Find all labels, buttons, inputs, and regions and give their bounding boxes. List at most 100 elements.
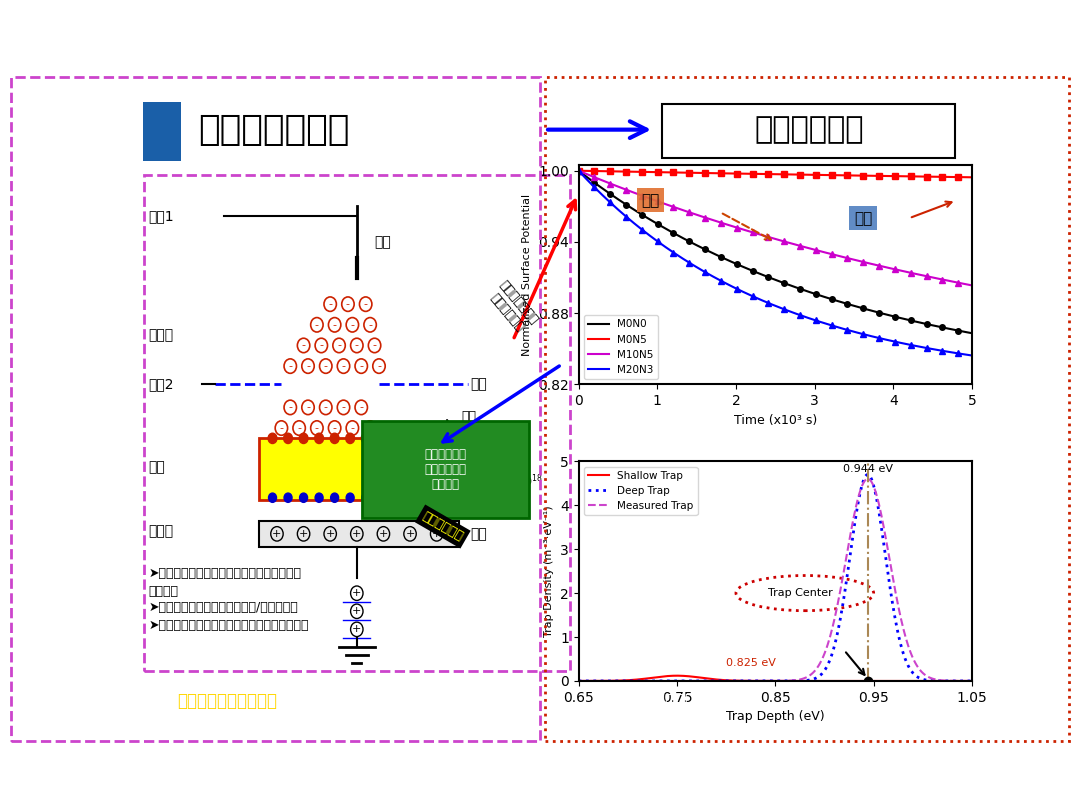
M0N5 (932, 172, 945, 181)
M10N5 (677, 206, 690, 215)
Text: -: - (377, 361, 381, 371)
M0N0 (596, 184, 609, 194)
Text: 负电荷: 负电荷 (148, 328, 174, 342)
Circle shape (438, 433, 448, 444)
Shallow Trap (957, 676, 970, 686)
Text: 地极: 地极 (470, 526, 487, 541)
Text: -: - (288, 361, 293, 371)
Text: 减慢: 减慢 (854, 211, 873, 226)
Measured Trap (761, 676, 774, 686)
Text: +: + (405, 529, 415, 539)
M0N0 (588, 178, 600, 188)
M0N0 (572, 166, 585, 176)
Text: -: - (368, 320, 373, 330)
M0N5 (966, 173, 978, 182)
Text: +: + (352, 529, 362, 539)
Text: +: + (325, 529, 335, 539)
X-axis label: Trap Depth (eV): Trap Depth (eV) (726, 710, 825, 723)
Text: -: - (360, 361, 363, 371)
Text: -: - (360, 403, 363, 412)
Circle shape (347, 493, 354, 502)
Deep Trap (957, 676, 970, 686)
Circle shape (314, 433, 324, 444)
Text: -: - (328, 299, 333, 309)
Deep Trap (761, 676, 774, 686)
Measured Trap (572, 676, 585, 686)
Text: +: + (299, 529, 308, 539)
Text: 天津大学高电压与绝缘技术实验室: 天津大学高电压与绝缘技术实验室 (595, 692, 745, 710)
Deep Trap (862, 470, 875, 480)
Legend: Shallow Trap, Deep Trap, Measured Trap: Shallow Trap, Deep Trap, Measured Trap (584, 467, 698, 515)
FancyBboxPatch shape (662, 104, 956, 158)
Measured Trap (862, 474, 875, 484)
Text: ➤电荷与背部电极注入的异号电荷间产生复合。: ➤电荷与背部电极注入的异号电荷间产生复合。 (148, 619, 309, 632)
Text: $\times 10^{18}$: $\times 10^{18}$ (508, 472, 542, 489)
M0N5 (588, 166, 600, 176)
Shallow Trap (786, 676, 799, 686)
Text: -: - (355, 340, 359, 351)
Text: 电子: 电子 (148, 460, 165, 474)
Circle shape (268, 433, 276, 444)
Line: M0N0: M0N0 (579, 171, 972, 333)
Text: 允带输运；不
计再次入陷；
不计复合: 允带输运；不 计再次入陷； 不计复合 (424, 448, 465, 492)
Legend: M0N0, M0N5, M10N5, M20N3: M0N0, M0N5, M10N5, M20N3 (584, 315, 658, 379)
Text: 加快: 加快 (642, 193, 660, 208)
Text: -: - (373, 340, 377, 351)
Shallow Trap (671, 671, 684, 680)
Circle shape (284, 493, 292, 502)
M0N5 (946, 173, 959, 182)
Text: +: + (352, 606, 362, 616)
M20N3 (946, 347, 959, 357)
Shallow Trap (966, 676, 978, 686)
Text: 高压2: 高压2 (148, 377, 174, 391)
Shallow Trap (807, 676, 820, 686)
Circle shape (377, 433, 386, 444)
M20N3 (677, 254, 690, 264)
Text: +: + (352, 588, 362, 599)
Text: -: - (341, 403, 346, 412)
Text: -: - (315, 320, 319, 330)
Text: -: - (333, 423, 337, 433)
Text: 入/脱陷: 入/脱陷 (461, 431, 488, 444)
M10N5 (588, 173, 600, 182)
M20N3 (932, 345, 945, 355)
Text: 针极: 针极 (375, 235, 391, 249)
Text: +: + (352, 625, 362, 634)
M0N5 (677, 168, 690, 177)
M10N5 (946, 277, 959, 287)
Text: 《电工技术学报》发布: 《电工技术学报》发布 (177, 692, 276, 710)
Text: -: - (364, 299, 367, 309)
Y-axis label: Normalized Surface Potential: Normalized Surface Potential (523, 194, 532, 356)
Deep Trap (966, 676, 978, 686)
Text: 栅极: 栅极 (470, 377, 487, 391)
M10N5 (966, 280, 978, 290)
Measured Trap (785, 676, 798, 685)
Text: 注入: 注入 (461, 411, 476, 424)
Circle shape (393, 493, 401, 502)
Shallow Trap (762, 676, 775, 686)
Circle shape (408, 493, 416, 502)
Measured Trap (759, 676, 772, 686)
M20N3 (645, 232, 658, 242)
Line: M0N5: M0N5 (579, 171, 972, 177)
Text: -: - (301, 340, 306, 351)
Text: -: - (306, 361, 310, 371)
Text: ➤电荷输运过程中，包含多次入/脱陷行为。: ➤电荷输运过程中，包含多次入/脱陷行为。 (148, 601, 298, 614)
M0N0 (677, 233, 690, 243)
Text: -: - (315, 423, 319, 433)
Y-axis label: Trap Density (m⁻³·eV⁻¹): Trap Density (m⁻³·eV⁻¹) (544, 505, 554, 637)
Circle shape (440, 493, 447, 502)
Text: 撤去外加电压，
表面电位衰减: 撤去外加电压， 表面电位衰减 (485, 279, 541, 337)
M0N5 (645, 167, 658, 177)
Measured Trap (895, 618, 908, 628)
Deep Trap (807, 675, 820, 684)
Text: -: - (280, 423, 283, 433)
Text: +: + (272, 529, 282, 539)
M10N5 (645, 194, 658, 204)
Text: Trap Center: Trap Center (768, 588, 833, 598)
M0N0 (946, 325, 959, 335)
M10N5 (572, 166, 585, 176)
M10N5 (596, 176, 609, 185)
Deep Trap (785, 676, 798, 686)
Text: 实验结果与讨论: 实验结果与讨论 (198, 113, 349, 147)
